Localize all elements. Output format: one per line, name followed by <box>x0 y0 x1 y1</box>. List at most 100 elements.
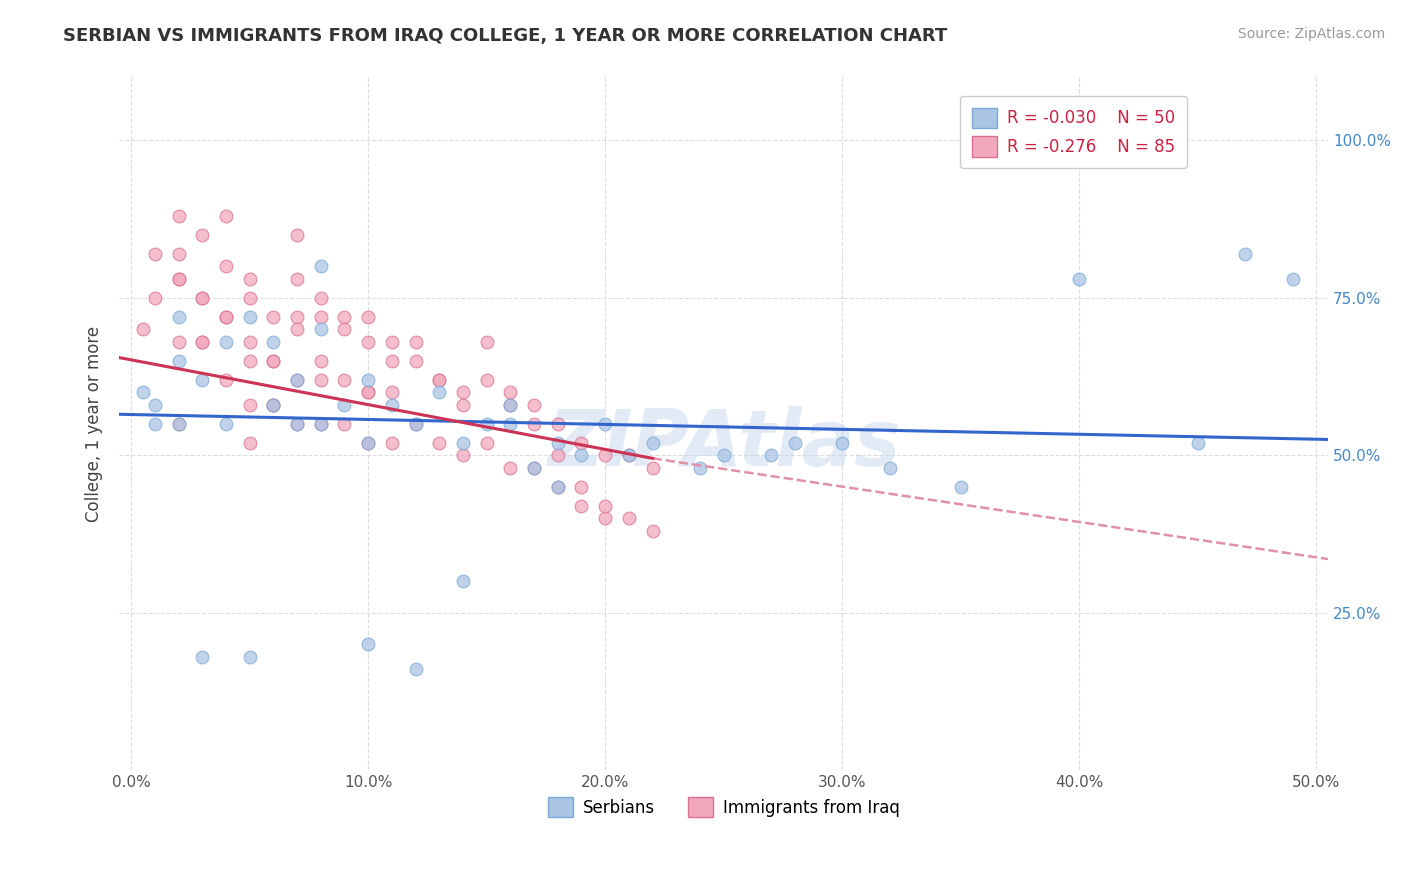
Point <box>381 353 404 368</box>
Point <box>239 272 262 286</box>
Point <box>191 334 214 349</box>
Point <box>641 460 664 475</box>
Point <box>239 310 262 324</box>
Point <box>285 417 308 431</box>
Point <box>167 417 190 431</box>
Point <box>547 417 569 431</box>
Point <box>132 385 155 400</box>
Point <box>239 649 262 664</box>
Point <box>357 637 380 651</box>
Point <box>451 435 474 450</box>
Point <box>191 291 214 305</box>
Point <box>285 373 308 387</box>
Point <box>617 448 640 462</box>
Point <box>451 574 474 588</box>
Point <box>499 460 522 475</box>
Point <box>191 291 214 305</box>
Point <box>167 209 190 223</box>
Point <box>215 334 238 349</box>
Point <box>333 417 356 431</box>
Point <box>405 417 427 431</box>
Point <box>167 310 190 324</box>
Y-axis label: College, 1 year or more: College, 1 year or more <box>86 326 103 522</box>
Point <box>523 417 546 431</box>
Point <box>427 435 450 450</box>
Point <box>571 499 593 513</box>
Point <box>879 460 901 475</box>
Point <box>357 310 380 324</box>
Point <box>357 435 380 450</box>
Point <box>1234 246 1257 260</box>
Point <box>1069 272 1091 286</box>
Point <box>499 398 522 412</box>
Point <box>357 435 380 450</box>
Point <box>593 499 616 513</box>
Point <box>593 511 616 525</box>
Point <box>405 417 427 431</box>
Point <box>167 272 190 286</box>
Point <box>262 398 284 412</box>
Point <box>285 272 308 286</box>
Text: ZIPAtlas: ZIPAtlas <box>547 407 900 483</box>
Point <box>547 480 569 494</box>
Point <box>285 417 308 431</box>
Point <box>167 246 190 260</box>
Point <box>262 398 284 412</box>
Point <box>499 385 522 400</box>
Point <box>262 310 284 324</box>
Point <box>475 373 498 387</box>
Point <box>215 260 238 274</box>
Point <box>143 398 166 412</box>
Point <box>215 310 238 324</box>
Point <box>309 291 332 305</box>
Point <box>215 310 238 324</box>
Point <box>191 227 214 242</box>
Point <box>191 334 214 349</box>
Point <box>759 448 782 462</box>
Text: Source: ZipAtlas.com: Source: ZipAtlas.com <box>1237 27 1385 41</box>
Point <box>309 260 332 274</box>
Point <box>309 353 332 368</box>
Point <box>381 385 404 400</box>
Point <box>333 322 356 336</box>
Point <box>239 398 262 412</box>
Point <box>475 435 498 450</box>
Point <box>499 398 522 412</box>
Point <box>405 334 427 349</box>
Point <box>593 417 616 431</box>
Point <box>357 385 380 400</box>
Point <box>285 227 308 242</box>
Point <box>357 373 380 387</box>
Point <box>405 353 427 368</box>
Point <box>689 460 711 475</box>
Point <box>617 511 640 525</box>
Point <box>641 524 664 538</box>
Point <box>523 398 546 412</box>
Point <box>239 435 262 450</box>
Point <box>167 353 190 368</box>
Point <box>143 246 166 260</box>
Point <box>475 334 498 349</box>
Point <box>475 417 498 431</box>
Point <box>1187 435 1209 450</box>
Point <box>547 480 569 494</box>
Point <box>547 448 569 462</box>
Point <box>381 398 404 412</box>
Point <box>215 417 238 431</box>
Point <box>523 460 546 475</box>
Point <box>262 398 284 412</box>
Point <box>309 417 332 431</box>
Point <box>309 310 332 324</box>
Point <box>713 448 735 462</box>
Point <box>285 322 308 336</box>
Point <box>381 334 404 349</box>
Point <box>427 373 450 387</box>
Point <box>333 398 356 412</box>
Point <box>451 398 474 412</box>
Point <box>357 385 380 400</box>
Point <box>381 435 404 450</box>
Point <box>405 662 427 676</box>
Point <box>309 417 332 431</box>
Point <box>191 649 214 664</box>
Point <box>547 435 569 450</box>
